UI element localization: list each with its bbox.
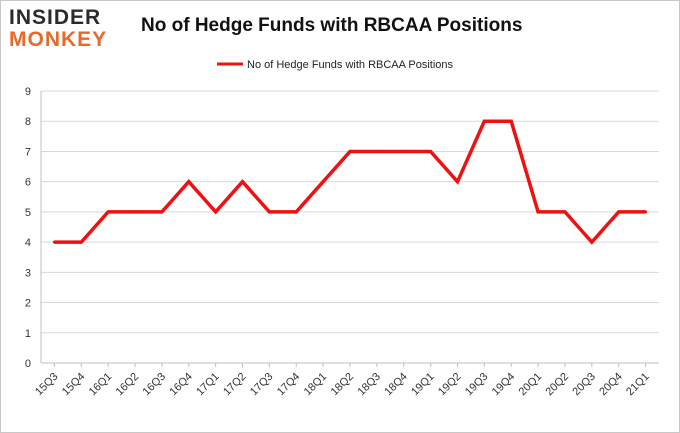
logo-top-text: INSIDER xyxy=(9,6,102,29)
data-point xyxy=(106,210,110,214)
data-point xyxy=(375,149,379,153)
x-tick-label: 17Q1 xyxy=(194,371,222,399)
y-tick-label: 2 xyxy=(25,298,31,310)
y-tick-label: 5 xyxy=(25,207,31,219)
x-tick-label: 20Q4 xyxy=(597,371,625,399)
data-point xyxy=(52,240,56,244)
data-point xyxy=(79,240,83,244)
x-tick-label: 16Q4 xyxy=(167,371,195,399)
data-point xyxy=(563,210,567,214)
x-tick-label: 16Q1 xyxy=(87,371,115,399)
data-point xyxy=(429,149,433,153)
x-tick-label: 18Q4 xyxy=(382,371,410,399)
data-point xyxy=(617,210,621,214)
x-tick-label: 15Q4 xyxy=(60,371,88,399)
data-point xyxy=(644,210,648,214)
data-point xyxy=(536,210,540,214)
data-point xyxy=(321,180,325,184)
x-tick-label: 17Q4 xyxy=(275,371,303,399)
data-point xyxy=(267,210,271,214)
x-tick-label: 20Q2 xyxy=(544,371,572,399)
data-point xyxy=(509,119,513,123)
data-point xyxy=(214,210,218,214)
y-tick-label: 0 xyxy=(25,358,31,370)
x-tick-label: 20Q1 xyxy=(517,371,545,399)
data-point xyxy=(482,119,486,123)
y-tick-label: 7 xyxy=(25,146,31,158)
data-point xyxy=(402,149,406,153)
data-point xyxy=(294,210,298,214)
x-tick-label: 19Q1 xyxy=(409,371,437,399)
x-tick-label: 15Q3 xyxy=(33,371,61,399)
logo-bottom-text: MONKEY xyxy=(9,28,108,51)
data-point xyxy=(455,180,459,184)
insider-monkey-logo: INSIDER MONKEY xyxy=(9,7,129,57)
x-tick-label: 19Q4 xyxy=(490,371,518,399)
legend-label: No of Hedge Funds with RBCAA Positions xyxy=(247,59,454,71)
x-tick-label: 16Q2 xyxy=(114,371,142,399)
x-tick-label: 18Q1 xyxy=(302,371,330,399)
y-tick-label: 1 xyxy=(25,328,31,340)
x-tick-label: 18Q3 xyxy=(355,371,383,399)
x-tick-label: 17Q3 xyxy=(248,371,276,399)
x-tick-label: 16Q3 xyxy=(141,371,169,399)
data-point xyxy=(348,149,352,153)
y-tick-label: 8 xyxy=(25,116,31,128)
chart-title: No of Hedge Funds with RBCAA Positions xyxy=(141,15,523,36)
x-tick-label: 18Q2 xyxy=(329,371,357,399)
x-tick-label: 19Q3 xyxy=(463,371,491,399)
y-tick-label: 9 xyxy=(25,86,31,98)
y-tick-label: 4 xyxy=(25,237,31,249)
data-point xyxy=(241,180,245,184)
x-tick-label: 20Q3 xyxy=(570,371,598,399)
data-point xyxy=(590,240,594,244)
data-point xyxy=(160,210,164,214)
y-tick-label: 6 xyxy=(25,177,31,189)
x-tick-label: 17Q2 xyxy=(221,371,249,399)
data-point xyxy=(187,180,191,184)
y-tick-label: 3 xyxy=(25,267,31,279)
data-point xyxy=(133,210,137,214)
x-tick-label: 19Q2 xyxy=(436,371,464,399)
x-tick-label: 21Q1 xyxy=(624,371,652,399)
